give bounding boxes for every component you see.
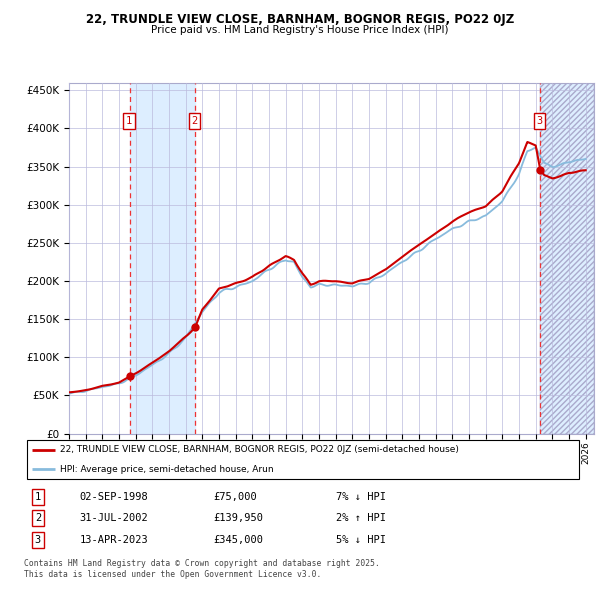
FancyBboxPatch shape: [27, 441, 579, 478]
Text: £345,000: £345,000: [214, 535, 264, 545]
Text: 31-JUL-2002: 31-JUL-2002: [80, 513, 149, 523]
Text: £75,000: £75,000: [214, 491, 257, 502]
Text: 1: 1: [35, 491, 41, 502]
Text: 5% ↓ HPI: 5% ↓ HPI: [337, 535, 386, 545]
Text: 22, TRUNDLE VIEW CLOSE, BARNHAM, BOGNOR REGIS, PO22 0JZ: 22, TRUNDLE VIEW CLOSE, BARNHAM, BOGNOR …: [86, 13, 514, 26]
Text: Contains HM Land Registry data © Crown copyright and database right 2025.
This d: Contains HM Land Registry data © Crown c…: [24, 559, 380, 579]
Bar: [541, 83, 594, 434]
Text: 2: 2: [191, 116, 197, 126]
Text: 2% ↑ HPI: 2% ↑ HPI: [337, 513, 386, 523]
Text: 13-APR-2023: 13-APR-2023: [80, 535, 149, 545]
Bar: [130, 83, 196, 434]
Text: 1: 1: [126, 116, 132, 126]
Text: 2: 2: [35, 513, 41, 523]
Bar: [541, 83, 594, 434]
Text: Price paid vs. HM Land Registry's House Price Index (HPI): Price paid vs. HM Land Registry's House …: [151, 25, 449, 35]
Text: 3: 3: [536, 116, 542, 126]
Text: 3: 3: [35, 535, 41, 545]
Text: HPI: Average price, semi-detached house, Arun: HPI: Average price, semi-detached house,…: [60, 465, 274, 474]
Text: 02-SEP-1998: 02-SEP-1998: [80, 491, 149, 502]
Text: £139,950: £139,950: [214, 513, 264, 523]
Text: 22, TRUNDLE VIEW CLOSE, BARNHAM, BOGNOR REGIS, PO22 0JZ (semi-detached house): 22, TRUNDLE VIEW CLOSE, BARNHAM, BOGNOR …: [60, 445, 459, 454]
Text: 7% ↓ HPI: 7% ↓ HPI: [337, 491, 386, 502]
